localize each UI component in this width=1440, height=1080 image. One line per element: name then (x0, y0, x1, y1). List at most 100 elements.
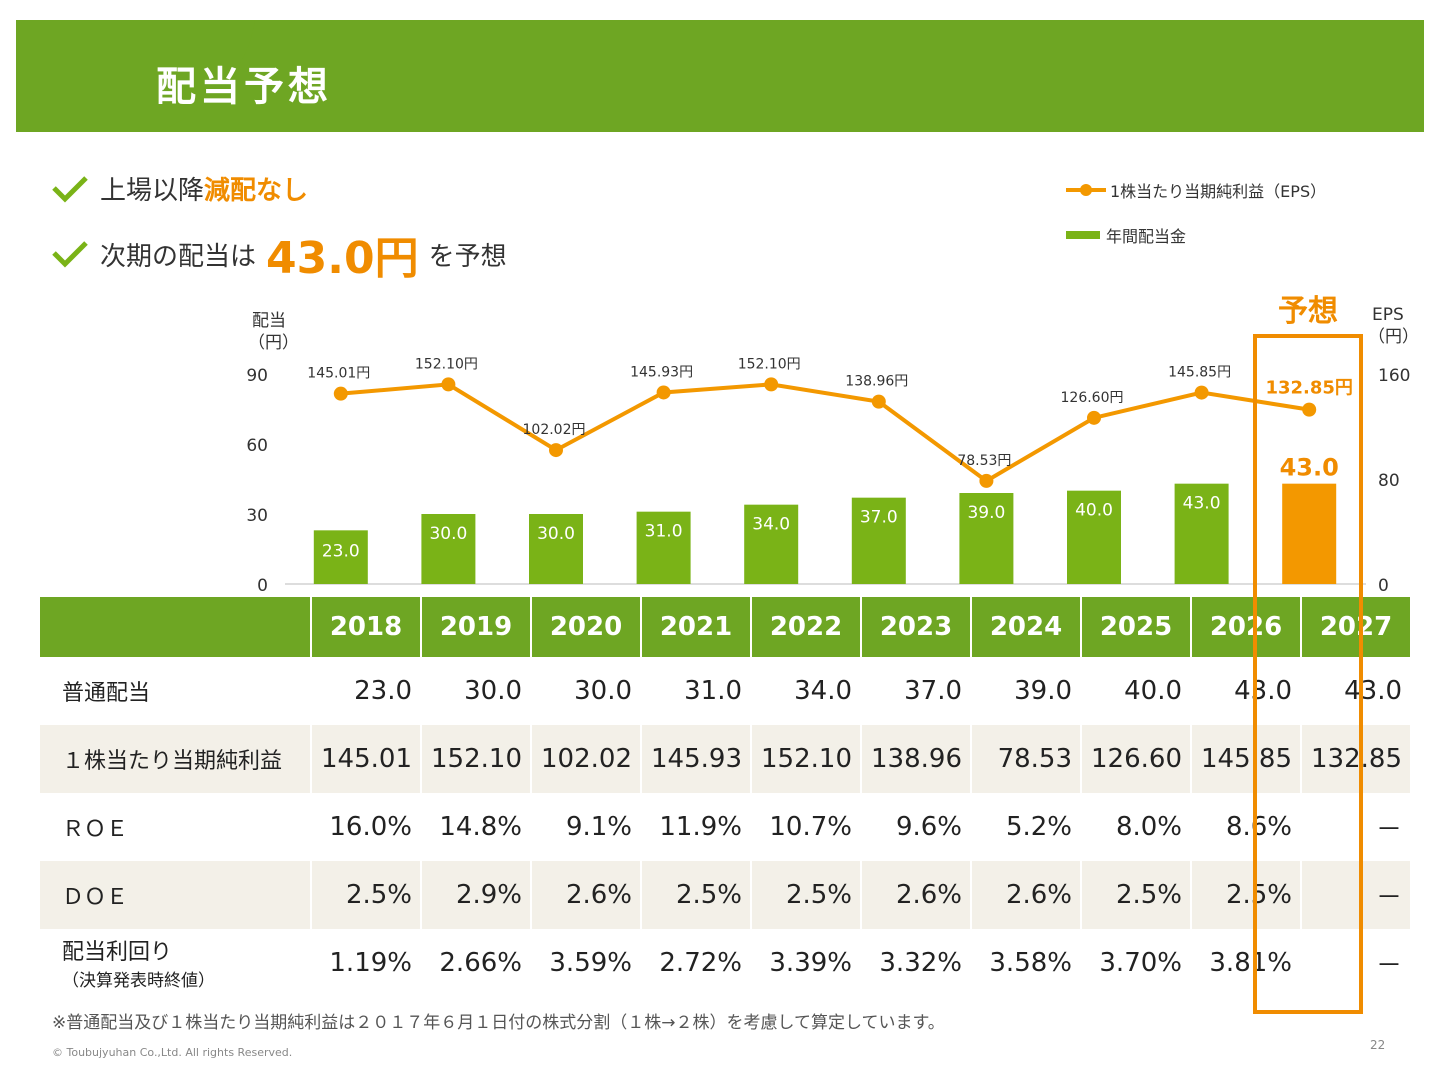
dividend-bar (1282, 483, 1337, 584)
table-row: ＲＯＥ 16.0% 14.8% 9.1% 11.9% 10.7% 9.6% 5.2% 8.0% 8… (40, 793, 1410, 861)
table-cell: 23.0 (354, 676, 412, 706)
eps-point-label: 126.60円 (1061, 390, 1124, 406)
table-row-label: 配当利回り （決算発表時終値） (40, 929, 310, 997)
eps-point-label: 132.85円 (1265, 378, 1352, 399)
table-row: １株当たり当期純利益 145.01 152.10 102.02 145.93 152.10… (40, 725, 1410, 793)
dividend-bar-label: 43.0 (1183, 494, 1221, 514)
table-cell: 30.0 (574, 676, 632, 706)
legend-eps: 1株当たり当期純利益（EPS） (1066, 178, 1326, 202)
table-cell: 78.53 (972, 725, 1080, 793)
bullet-text: 上場以降 (100, 176, 205, 206)
table-cell: 9.1% (565, 812, 632, 842)
table-header-corner (40, 597, 310, 657)
forecast-highlight-box (1253, 334, 1363, 1014)
eps-point (333, 386, 348, 401)
table-cell: 34.0 (794, 676, 852, 706)
dividend-bar (959, 493, 1014, 584)
table-row-label: 普通配当 (40, 657, 310, 725)
eps-line (340, 382, 1310, 484)
row-sublabel-text: （決算発表時終値） (62, 971, 215, 991)
table-row: 普通配当 23.0 30.0 30.0 31.0 34.0 37.0 39.0 40.0 43.0… (40, 657, 1410, 725)
left-axis-label: 配当 (252, 311, 286, 331)
right-tick-label: 80 (1378, 471, 1400, 491)
table-cell: 3.70% (1099, 948, 1182, 978)
header-bar: 配当予想 (16, 20, 1424, 132)
eps-point (1302, 402, 1317, 417)
table-cell: － (1302, 861, 1410, 929)
table-cell: 30.0 (464, 676, 522, 706)
left-tick-label: 90 (246, 366, 268, 386)
copyright: © Toubujyuhan Co.,Ltd. All rights Reserv… (52, 1046, 293, 1059)
table-cell: 10.7% (769, 812, 852, 842)
eps-point-label: 152.10円 (415, 356, 478, 372)
table-cell: 2.9% (422, 861, 530, 929)
table-year-header: 2023 (862, 597, 970, 657)
eps-point-label: 138.96円 (845, 374, 908, 390)
left-tick-label: 0 (257, 576, 268, 596)
row-label-text: ＲＯＥ (62, 817, 129, 842)
table-cell: 3.58% (989, 948, 1072, 978)
data-table: 2018 2019 2020 2021 2022 2023 2024 2025 2026 2027… (38, 597, 1412, 997)
right-axis-label: EPS (1372, 305, 1404, 325)
bullet-text: を予想 (428, 241, 507, 272)
table-cell: 8.6% (1225, 812, 1292, 842)
table-row-label: ＲＯＥ (40, 793, 310, 861)
page-title: 配当予想 (156, 64, 332, 110)
table-cell: 2.6% (972, 861, 1080, 929)
table-cell: － (1375, 950, 1402, 981)
table-year-header: 2020 (532, 597, 640, 657)
table-cell: 132.85 (1302, 725, 1410, 793)
check-icon (52, 175, 88, 203)
dividend-bar-label: 37.0 (860, 508, 898, 528)
eps-point-label: 78.53円 (957, 453, 1011, 469)
eps-point-label: 145.93円 (630, 364, 693, 380)
right-tick-label: 0 (1378, 576, 1389, 596)
table-cell: 145.01 (312, 725, 420, 793)
dividend-bar-label: 40.0 (1075, 501, 1113, 521)
right-tick-label: 160 (1378, 366, 1410, 386)
right-axis-label: （円） (1368, 327, 1419, 347)
table-cell: 40.0 (1124, 676, 1182, 706)
dividend-bar-label: 31.0 (645, 522, 683, 542)
table-cell: － (1375, 814, 1402, 845)
dividend-bar (529, 514, 583, 584)
table-cell: 2.5% (752, 861, 860, 929)
table-header-row: 2018 2019 2020 2021 2022 2023 2024 2025 2026 2027 (40, 597, 1410, 657)
table-cell: 43.0 (1234, 676, 1292, 706)
table-cell: 152.10 (422, 725, 530, 793)
dividend-bar-label: 30.0 (429, 524, 467, 544)
eps-point (549, 443, 563, 458)
table-cell: 3.81% (1209, 948, 1292, 978)
eps-point-label: 145.85円 (1168, 365, 1231, 381)
table-year-header: 2026 (1192, 597, 1300, 657)
eps-point (1194, 385, 1209, 400)
table-cell: 138.96 (862, 725, 970, 793)
table-year-header: 2018 (312, 597, 420, 657)
page-number: 22 (1370, 1038, 1386, 1052)
forecast-dividend-value: 43.0円 (266, 233, 419, 284)
table-row-label: １株当たり当期純利益 (40, 725, 310, 793)
table-row-label: ＤＯＥ (40, 861, 310, 929)
table-cell: 3.39% (769, 948, 852, 978)
eps-point-label: 102.02円 (523, 422, 586, 438)
bullet-text: 次期の配当は (100, 241, 257, 272)
footnote: ※普通配当及び１株当たり当期純利益は２０１７年６月１日付の株式分割（１株→２株）… (52, 1013, 945, 1033)
left-tick-label: 30 (246, 506, 268, 526)
table-year-header: 2027 (1302, 597, 1410, 657)
row-label-text: ＤＯＥ (62, 885, 129, 910)
table-year-header: 2025 (1082, 597, 1190, 657)
table-cell: 11.9% (659, 812, 742, 842)
table-cell: 2.5% (1192, 861, 1300, 929)
dividend-bar-label: 39.0 (967, 503, 1005, 523)
dividend-bar (421, 514, 476, 584)
forecast-label: 予想 (1278, 294, 1338, 329)
eps-point (871, 394, 886, 409)
bullet-no-dividend-cut: 上場以降 減配なし (50, 170, 308, 207)
table-cell: 3.59% (549, 948, 632, 978)
table-cell: 126.60 (1082, 725, 1190, 793)
table-cell: 2.6% (532, 861, 640, 929)
table-cell: 14.8% (439, 812, 522, 842)
table-cell: 31.0 (684, 676, 742, 706)
eps-point-label: 152.10円 (738, 356, 801, 372)
table-cell: 2.6% (862, 861, 970, 929)
